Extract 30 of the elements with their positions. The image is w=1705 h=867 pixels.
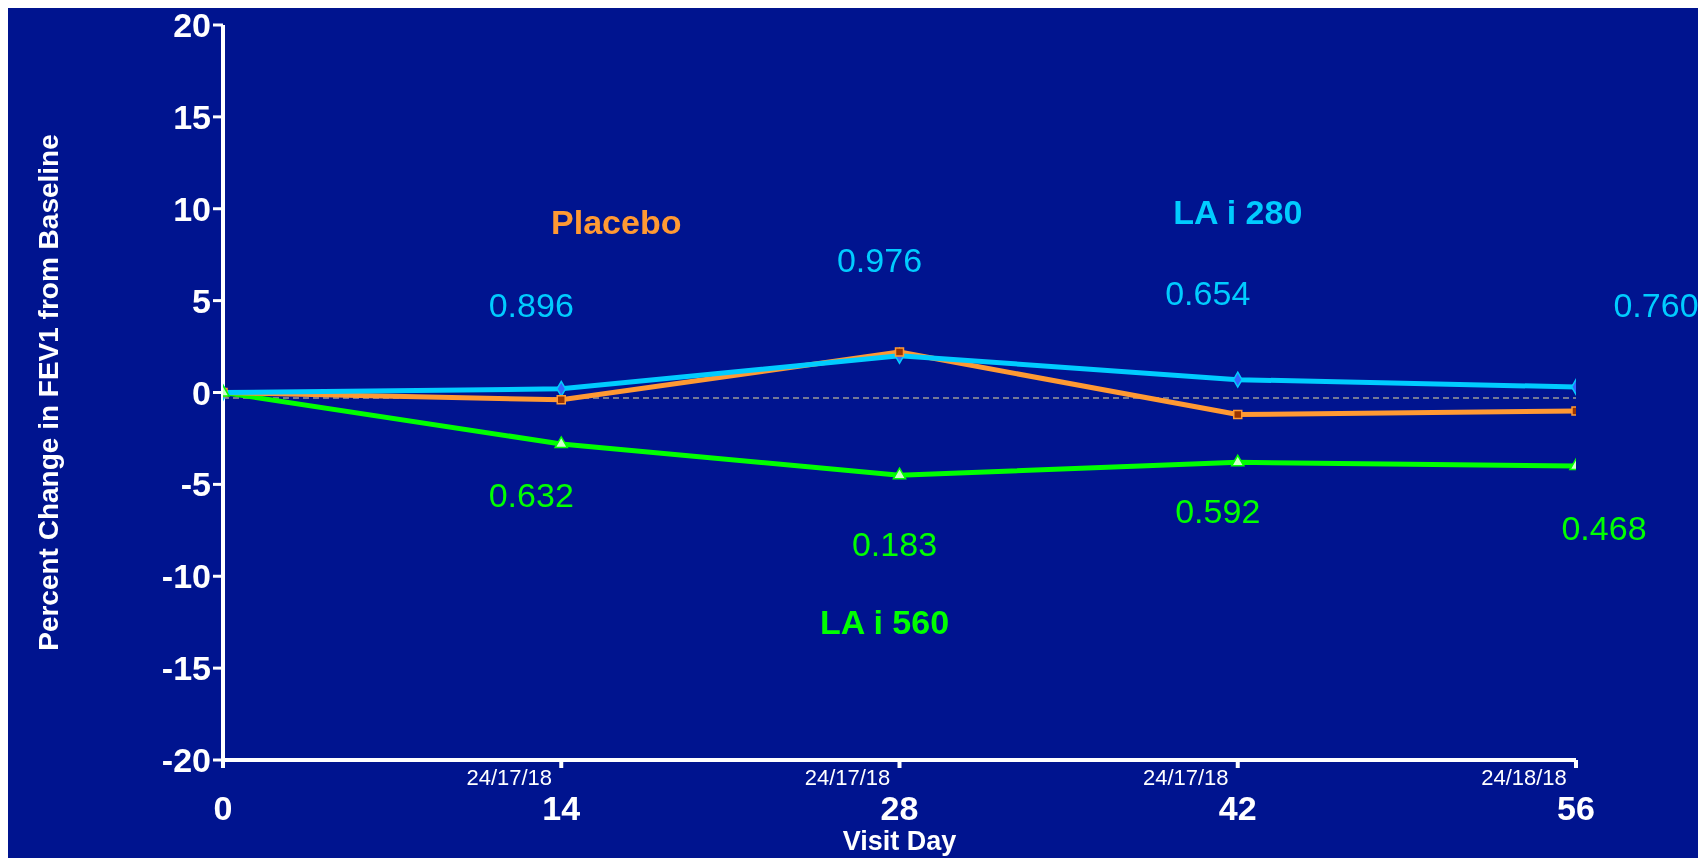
text: Placebo <box>551 202 682 241</box>
y-tick-label: 10 <box>173 189 211 228</box>
y-tick-label: 15 <box>173 97 211 136</box>
x-axis-title: Visit Day <box>842 826 957 856</box>
annotation: 0.654 <box>1165 273 1251 313</box>
annotation: 0.468 <box>1561 508 1647 548</box>
y-tick-label: 5 <box>192 281 211 320</box>
y-tick-label: -20 <box>161 741 211 780</box>
text: 24/17/18 <box>1142 765 1229 791</box>
annotation: 0.976 <box>836 240 923 280</box>
text: 24/18/18 <box>1481 765 1567 791</box>
text: 0.760 <box>1613 285 1699 325</box>
y-axis-title: Percent Change in FEV1 from Baseline <box>32 134 64 651</box>
y-tick-label: 0 <box>192 373 211 412</box>
x-tick-label: 56 <box>1557 789 1595 828</box>
text: 24/17/18 <box>466 765 553 791</box>
x-tick-label: 14 <box>542 789 581 828</box>
x-tick-label: 42 <box>1218 789 1257 828</box>
text: 24/17/18 <box>804 765 891 791</box>
text: LA i 560 <box>819 603 950 642</box>
annotation: 0.183 <box>851 524 938 564</box>
y-tick-label: 20 <box>173 6 211 45</box>
annotation: 0.632 <box>488 475 574 515</box>
y-tick-label: -5 <box>180 465 211 504</box>
annotation: 0.896 <box>488 285 574 325</box>
y-tick-label: -15 <box>161 649 211 688</box>
y-tick-label: -10 <box>161 557 211 596</box>
text: LA i 280 <box>1173 192 1303 231</box>
annotation: 0.592 <box>1175 491 1261 531</box>
x-tick-label: 28 <box>880 789 919 828</box>
